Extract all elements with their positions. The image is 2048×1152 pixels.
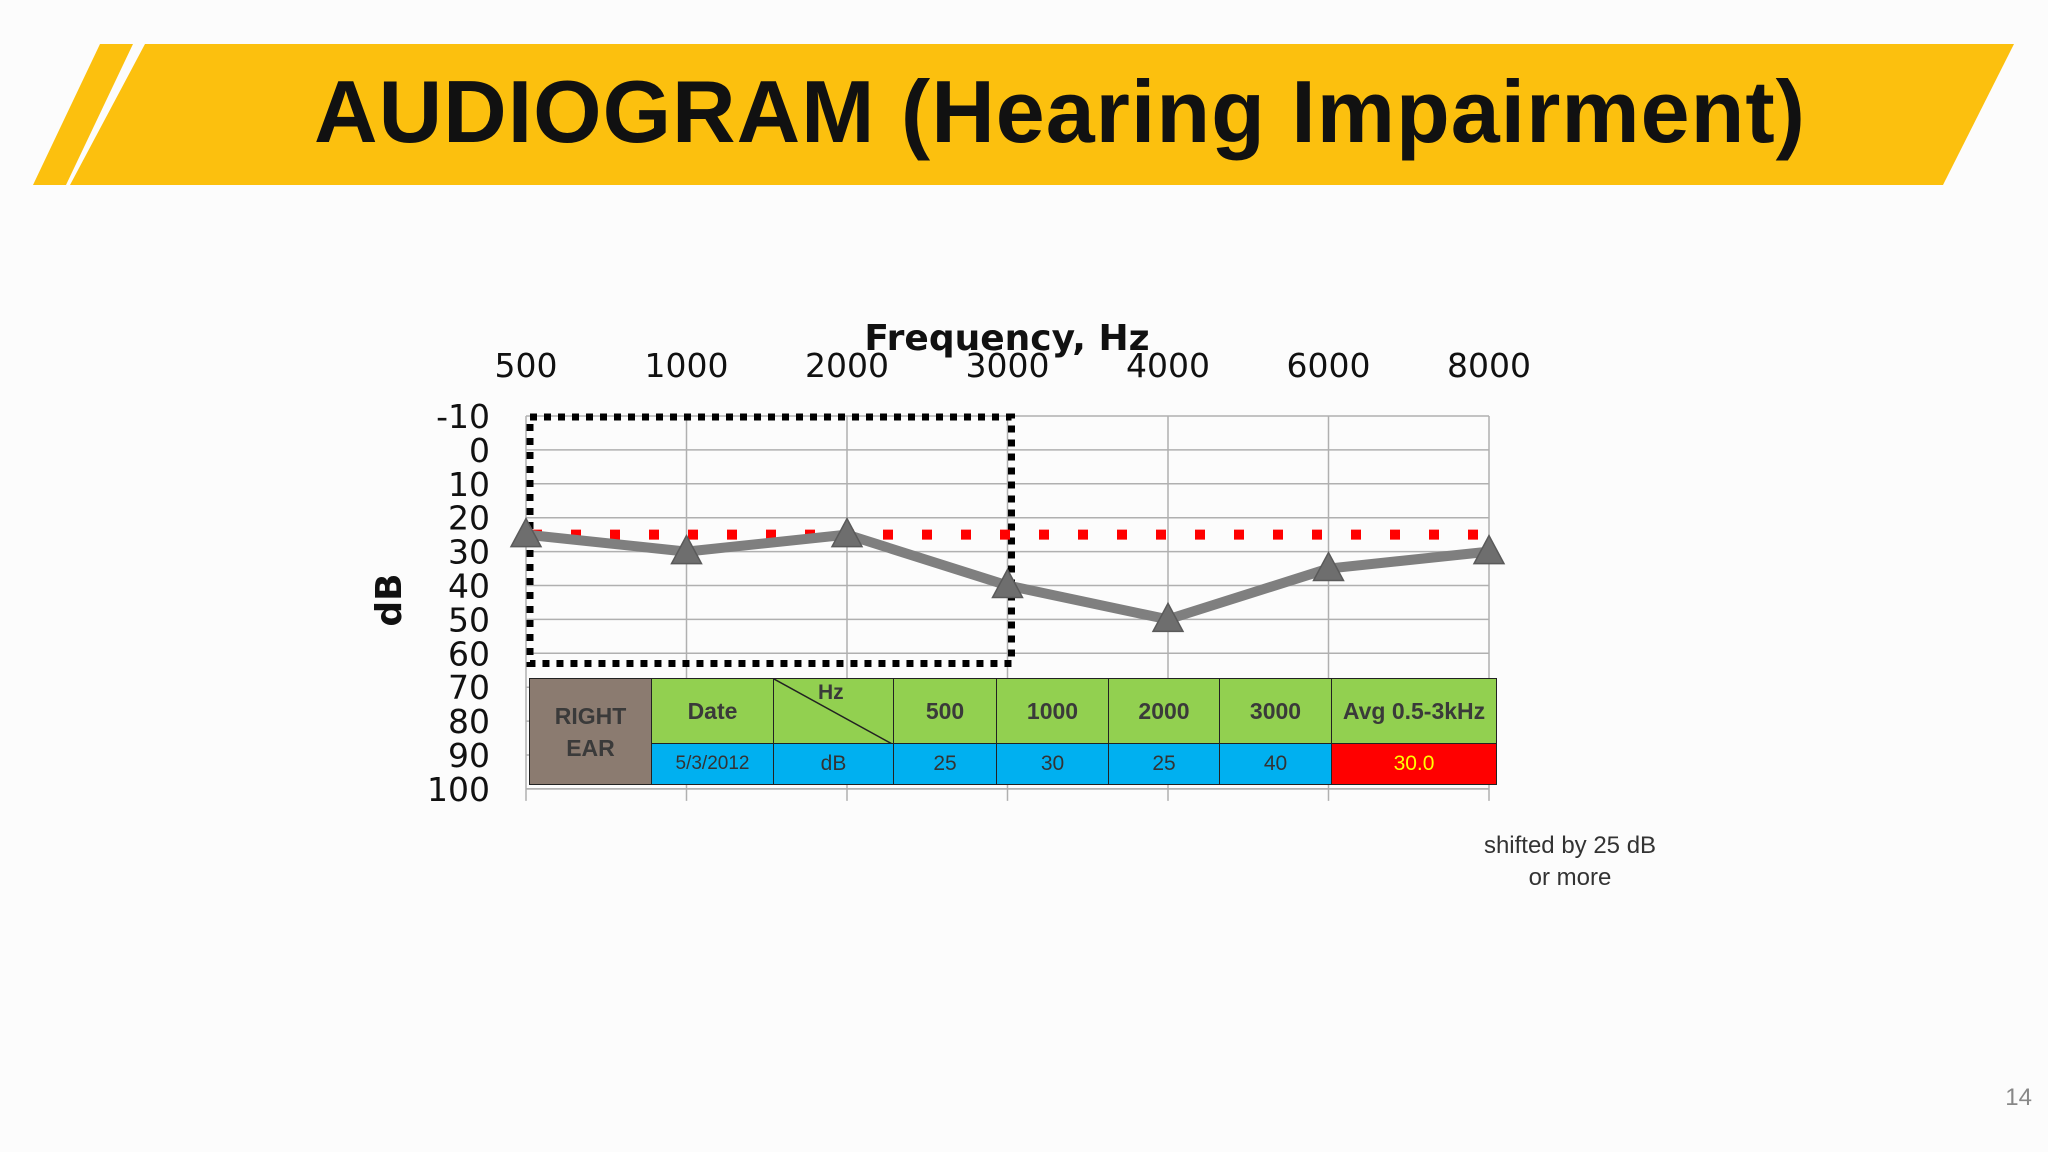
y-tick-label: 50 xyxy=(448,600,490,639)
x-tick-label: 2000 xyxy=(805,346,889,385)
avg-header: Avg 0.5-3kHz xyxy=(1331,678,1497,744)
y-tick-label: 0 xyxy=(469,431,490,470)
y-tick-label: 20 xyxy=(448,499,490,538)
x-axis-title: Frequency, Hz xyxy=(864,318,1149,359)
avg-value: 30.0 xyxy=(1331,743,1497,785)
y-axis-title: dB xyxy=(369,573,410,626)
freq-header-2000: 2000 xyxy=(1108,678,1220,744)
freq-header-3000: 3000 xyxy=(1219,678,1332,744)
title-banner xyxy=(33,44,2014,185)
x-tick-label: 3000 xyxy=(966,346,1050,385)
x-tick-label: 8000 xyxy=(1447,346,1531,385)
data-point xyxy=(991,567,1024,599)
x-tick-label: 1000 xyxy=(645,346,729,385)
y-tick-label: 40 xyxy=(448,567,490,606)
db-value-500: 25 xyxy=(893,743,997,785)
y-tick-label: -10 xyxy=(436,397,490,436)
freq-header-500: 500 xyxy=(893,678,997,744)
date-value: 5/3/2012 xyxy=(651,743,774,785)
data-point xyxy=(830,517,864,548)
freq-header-1000: 1000 xyxy=(996,678,1109,744)
x-tick-label: 6000 xyxy=(1287,346,1371,385)
banner-stripe xyxy=(33,44,133,185)
db-value-2000: 25 xyxy=(1108,743,1220,785)
y-tick-label: 90 xyxy=(448,736,490,775)
y-tick-label: 60 xyxy=(448,634,490,673)
data-point xyxy=(670,534,703,565)
shift-note: shifted by 25 dB or more xyxy=(1440,830,1700,894)
date-header: Date xyxy=(651,678,774,744)
hz-header-cell: Hz xyxy=(773,678,894,744)
axis-labels: 500 1000 2000 3000 4000 6000 8000-100102030405… xyxy=(369,318,1531,809)
db-value-3000: 40 xyxy=(1219,743,1332,785)
y-tick-label: 10 xyxy=(448,465,490,504)
hz-label: Hz xyxy=(818,681,844,704)
data-point xyxy=(509,517,543,548)
banner-body xyxy=(70,44,2014,185)
data-point xyxy=(1151,601,1185,633)
right-ear-table: RIGHT EAR Date Hz 500 1000 2000 3000 Avg… xyxy=(529,678,1497,785)
slide-title: AUDIOGRAM (Hearing Impairment) xyxy=(314,62,1806,161)
db-value-1000: 30 xyxy=(996,743,1109,785)
y-tick-label: 100 xyxy=(427,770,490,809)
db-label: dB xyxy=(773,743,894,785)
series-layer xyxy=(509,517,1506,633)
page-number: 14 xyxy=(2005,1084,2032,1111)
y-tick-label: 30 xyxy=(448,533,490,572)
y-tick-label: 70 xyxy=(448,668,490,707)
shift-note-line2: or more xyxy=(1528,864,1612,891)
x-tick-label: 4000 xyxy=(1126,346,1210,385)
y-tick-label: 80 xyxy=(448,702,490,741)
ear-label: RIGHT EAR xyxy=(554,702,627,761)
shift-note-line1: shifted by 25 dB xyxy=(1483,832,1657,859)
x-tick-label: 500 xyxy=(495,346,558,385)
ear-label-cell: RIGHT EAR xyxy=(529,678,652,785)
data-point xyxy=(1472,534,1506,565)
data-point xyxy=(1312,550,1345,582)
diagonal-divider xyxy=(774,679,892,743)
